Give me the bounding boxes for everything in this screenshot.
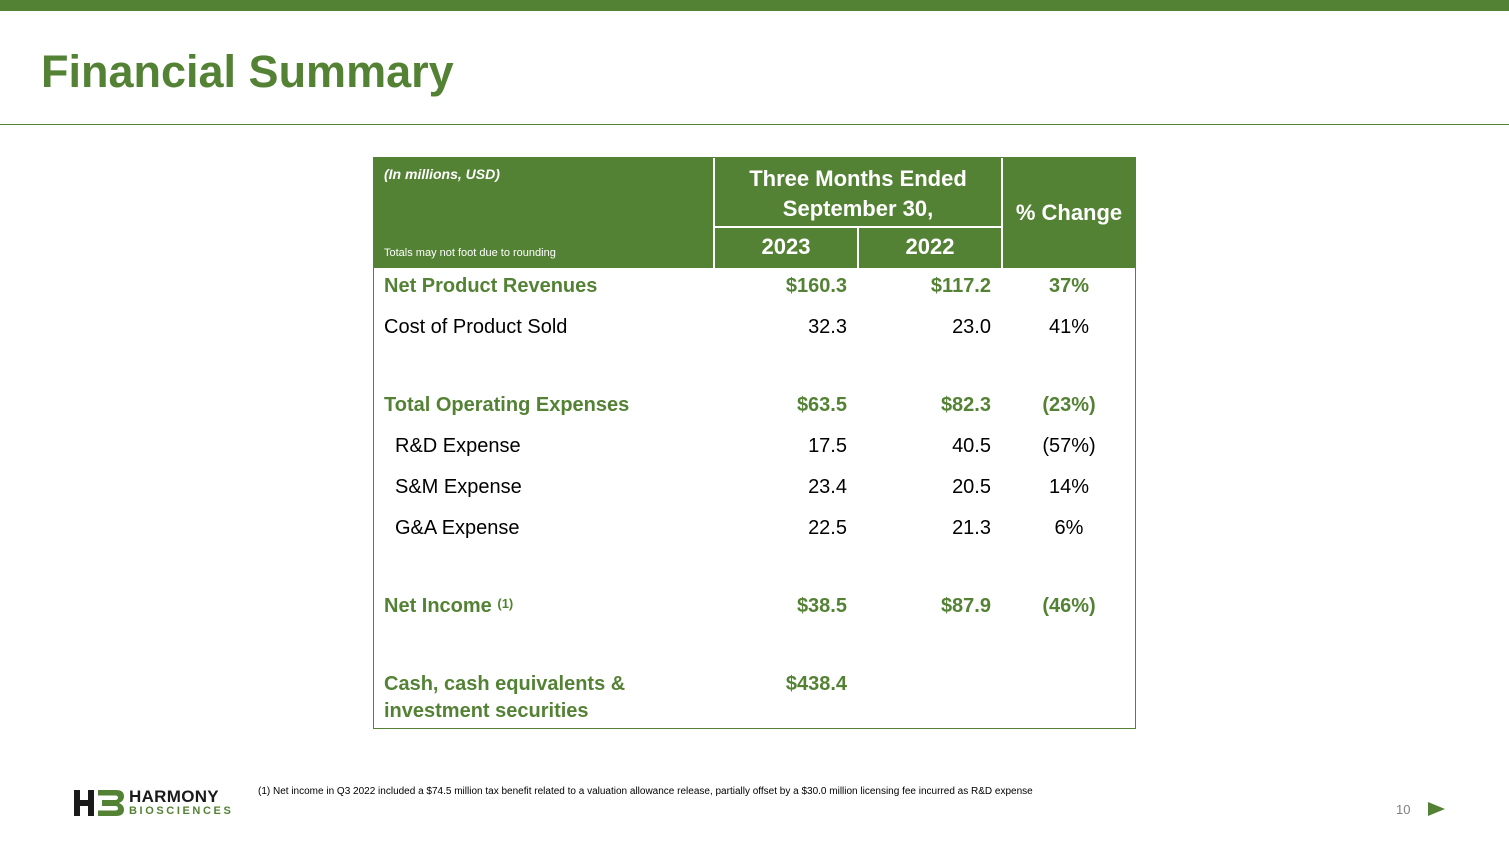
row-label-wrapper: Net Income (1): [384, 593, 704, 620]
value-2022: $82.3: [940, 394, 991, 416]
company-logo: HARMONY BIOSCIENCES: [74, 788, 244, 818]
row-label: Net Product Revenues: [384, 275, 598, 297]
next-arrow-icon[interactable]: [1428, 802, 1445, 816]
footnote-marker: (1): [497, 596, 514, 611]
pct-change: 6%: [1054, 517, 1084, 539]
title-divider: [0, 124, 1509, 125]
value-2023: 32.3: [808, 316, 847, 338]
period-header: Three Months Ended September 30,: [749, 166, 967, 221]
pct-change: (46%): [1042, 595, 1096, 617]
value-2023: $160.3: [785, 275, 847, 297]
page-title: Financial Summary: [41, 46, 454, 97]
page-number: 10: [1396, 802, 1411, 817]
pct-change: (57%): [1042, 435, 1096, 457]
value-2022: 23.0: [952, 316, 991, 338]
row-label: S&M Expense: [395, 476, 522, 498]
pct-change: 14%: [1048, 476, 1090, 498]
logo-subtitle: BIOSCIENCES: [129, 805, 234, 817]
header-divider: [1001, 158, 1003, 268]
year-2022-header: 2022: [905, 234, 955, 259]
value-2022: 40.5: [952, 435, 991, 457]
header-divider: [715, 226, 1001, 228]
logo-name: HARMONY: [129, 787, 219, 806]
top-accent-bar: [0, 0, 1509, 11]
pct-change: (23%): [1042, 394, 1096, 416]
row-label: Net Income: [384, 595, 492, 617]
pct-change: 37%: [1048, 275, 1090, 297]
pct-change-header: % Change: [1015, 200, 1123, 225]
year-2023-header: 2023: [761, 234, 811, 259]
value-2022: $117.2: [930, 275, 991, 297]
value-2022: 20.5: [952, 476, 991, 498]
value-2023: 22.5: [808, 517, 847, 539]
header-divider: [857, 228, 859, 268]
value-2022: $87.9: [940, 595, 991, 617]
row-label: R&D Expense: [395, 435, 521, 457]
value-2023: $38.5: [796, 595, 847, 617]
value-2023: 23.4: [808, 476, 847, 498]
rounding-note: Totals may not foot due to rounding: [384, 247, 556, 259]
row-label: Cash, cash equivalents & investment secu…: [384, 673, 626, 722]
table-header: (In millions, USD) Totals may not foot d…: [374, 158, 1135, 268]
financial-table: (In millions, USD) Totals may not foot d…: [373, 157, 1136, 729]
row-label: Total Operating Expenses: [384, 394, 630, 416]
row-label: Cost of Product Sold: [384, 316, 568, 338]
row-label: G&A Expense: [395, 517, 520, 539]
value-2023: $63.5: [796, 394, 847, 416]
units-label: (In millions, USD): [384, 166, 500, 182]
value-2023: $438.4: [785, 673, 847, 695]
value-2022: 21.3: [952, 517, 991, 539]
hb-monogram-icon: [74, 790, 124, 816]
footnote: (1) Net income in Q3 2022 included a $74…: [258, 786, 1033, 797]
pct-change: 41%: [1048, 316, 1090, 338]
header-divider: [713, 158, 715, 268]
value-2023: 17.5: [808, 435, 847, 457]
